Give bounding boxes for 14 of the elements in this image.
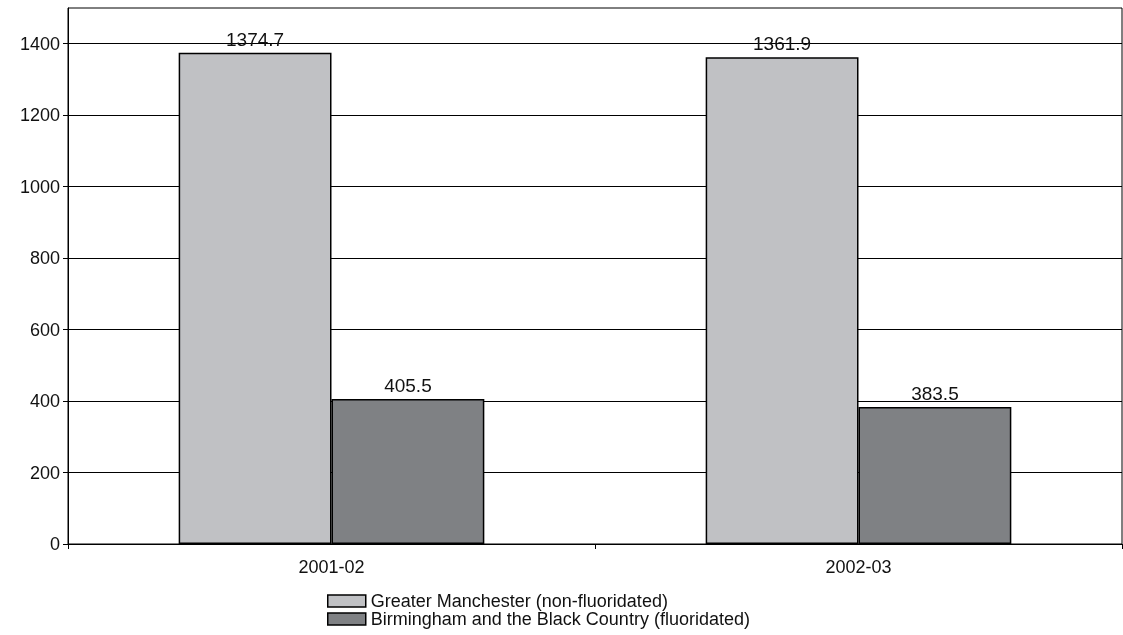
- legend-label: Birmingham and the Black Country (fluoridated): [370, 609, 750, 629]
- x-tick-label: 2001-02: [298, 557, 365, 577]
- y-tick-label: 800: [29, 248, 60, 269]
- y-tick-label: 600: [29, 319, 60, 340]
- y-tick-label: 200: [29, 462, 60, 483]
- y-tick-label: 1000: [19, 176, 60, 197]
- y-tick-label: 1400: [19, 33, 60, 54]
- data-label: 383.5: [911, 382, 959, 404]
- y-tick-label: 0: [49, 534, 60, 554]
- y-tick-label: 1200: [19, 105, 60, 126]
- x-tick-label: 2002-03: [825, 557, 892, 577]
- y-tick-label: 400: [29, 391, 60, 412]
- data-label: 405.5: [384, 375, 432, 397]
- legend-label: Greater Manchester (non-fluoridated): [370, 591, 668, 611]
